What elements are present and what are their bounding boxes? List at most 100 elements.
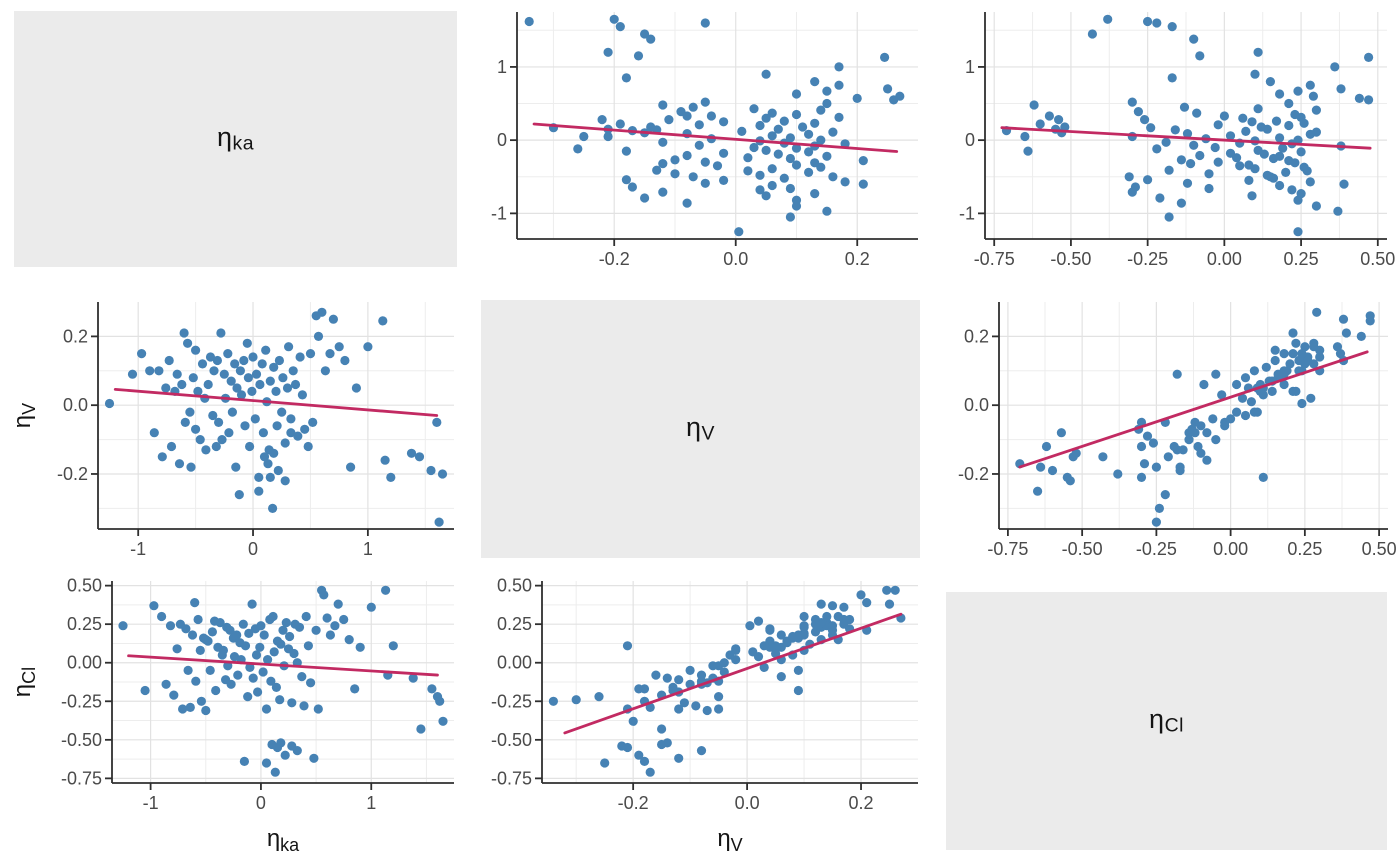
grid-minor (517, 12, 918, 239)
svg-text:0.50: 0.50 (497, 576, 532, 596)
data-point (172, 644, 182, 654)
data-point (243, 692, 253, 702)
data-point (325, 349, 335, 359)
data-point (810, 158, 820, 168)
data-point (1303, 355, 1313, 366)
x-tick-labels: -1 0 1 (143, 793, 377, 813)
data-point (185, 407, 195, 417)
data-point (714, 692, 724, 702)
data-point (149, 601, 159, 611)
data-point (1186, 159, 1196, 169)
data-point (1241, 126, 1251, 136)
data-point (250, 414, 260, 424)
svg-text:0.25: 0.25 (67, 614, 102, 634)
data-point (271, 682, 281, 692)
data-point (1154, 503, 1164, 513)
data-point (251, 369, 262, 379)
data-point (1332, 342, 1343, 352)
axis-lines (510, 12, 918, 246)
svg-text:-0.75: -0.75 (987, 539, 1028, 559)
scatter-panel-x-eta-cl-y-eta-ka: -0.75 -0.50 -0.25 0.00 0.25 0.50 -1 0 1 (933, 0, 1400, 278)
x-axis-title: ηka (267, 825, 300, 855)
svg-text:-1: -1 (143, 793, 159, 813)
data-point (662, 673, 672, 683)
data-point (1267, 386, 1277, 396)
data-point (1071, 448, 1081, 458)
data-point (288, 366, 298, 376)
data-point (579, 131, 589, 142)
data-point (1103, 14, 1113, 24)
data-point (308, 417, 318, 427)
data-point (702, 705, 712, 716)
data-point (767, 180, 777, 191)
data-point (799, 630, 809, 640)
data-point (305, 349, 316, 359)
data-point (670, 155, 680, 165)
x-tick-labels: -0.2 0.0 0.2 (599, 249, 870, 269)
svg-text:-1: -1 (130, 539, 146, 559)
data-point (247, 386, 257, 396)
data-point (1247, 117, 1257, 127)
data-point (226, 376, 236, 386)
svg-text:0: 0 (256, 793, 266, 813)
data-point (340, 355, 350, 366)
data-point (1253, 47, 1263, 57)
data-point (227, 407, 237, 417)
data-point (852, 93, 862, 103)
data-point (259, 630, 269, 640)
data-point (1195, 150, 1205, 161)
svg-text:-0.75: -0.75 (974, 249, 1015, 269)
grid-minor (985, 12, 1387, 239)
data-point (272, 421, 282, 431)
data-point (1219, 111, 1229, 121)
data-points (104, 307, 448, 527)
data-point (1213, 157, 1223, 167)
data-point (1210, 142, 1220, 153)
data-point (174, 459, 185, 469)
data-point (118, 621, 128, 631)
data-point (1288, 349, 1298, 359)
scatter-svg: -1 0 1 -0.2 0.0 0.2 ηV (9, 302, 454, 559)
data-point (1054, 115, 1064, 125)
data-point (195, 645, 205, 655)
data-point (281, 618, 291, 628)
data-point (834, 112, 844, 122)
data-point (406, 448, 417, 458)
data-point (157, 452, 167, 462)
data-point (1288, 386, 1298, 396)
data-point (1182, 129, 1193, 139)
data-point (261, 704, 272, 714)
x-tick-labels: -0.2 0.0 0.2 (618, 793, 874, 813)
diag-box-eta-ka: ηka (14, 11, 457, 267)
data-point (1275, 151, 1285, 161)
data-point (145, 366, 155, 376)
data-point (627, 182, 637, 192)
data-point (1296, 189, 1306, 199)
data-point (186, 462, 196, 472)
data-point (263, 459, 273, 469)
data-point (1041, 441, 1052, 452)
data-point (381, 585, 391, 595)
data-point (785, 183, 795, 194)
data-point (816, 135, 826, 145)
data-point (719, 175, 729, 185)
data-point (276, 639, 286, 649)
data-point (743, 153, 753, 163)
data-point (1258, 390, 1268, 400)
data-point (232, 383, 242, 393)
data-point (1330, 62, 1340, 72)
data-point (1060, 122, 1070, 132)
data-point (1287, 185, 1297, 195)
data-point (211, 441, 221, 452)
data-point (253, 687, 263, 697)
data-point (573, 144, 583, 154)
data-point (708, 661, 718, 671)
data-point (771, 642, 781, 652)
data-point (271, 386, 281, 396)
grid-minor (999, 302, 1388, 529)
data-point (183, 665, 193, 675)
data-point (1160, 490, 1170, 500)
data-point (779, 173, 789, 183)
data-point (165, 621, 176, 631)
data-point (320, 366, 330, 376)
